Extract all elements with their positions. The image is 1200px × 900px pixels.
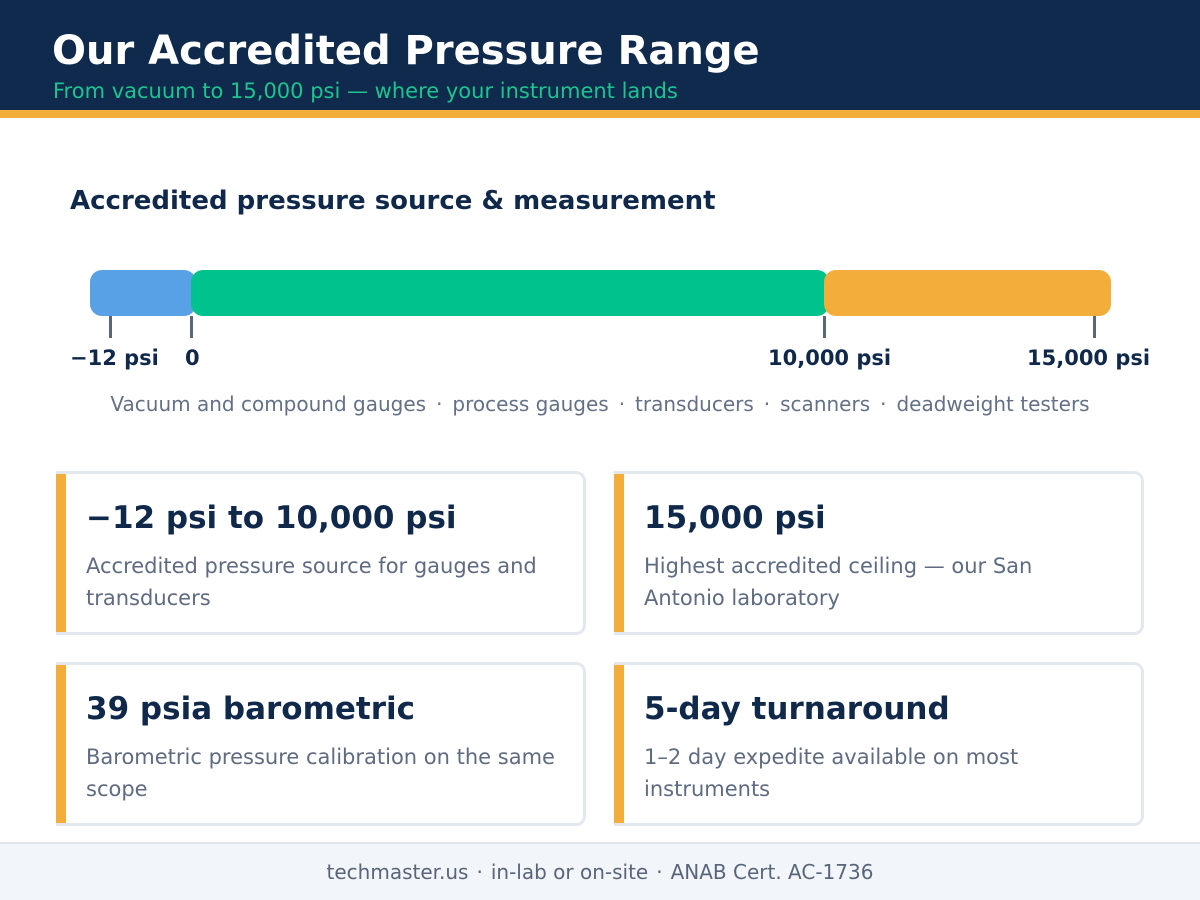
page-title: Our Accredited Pressure Range [52, 28, 760, 74]
card-accent-bar [614, 665, 624, 823]
separator-dot: · [476, 860, 483, 884]
page-subtitle: From vacuum to 15,000 psi — where your i… [53, 79, 678, 103]
feature-card-barometric: 39 psia barometric Barometric pressure c… [56, 662, 586, 826]
header-divider [0, 110, 1200, 118]
tick-mark-15000 [1093, 316, 1096, 338]
range-segment-vacuum [90, 270, 196, 316]
card-title: 15,000 psi [644, 500, 826, 536]
card-accent-bar [56, 474, 66, 632]
instrument-item: transducers [635, 392, 754, 416]
footer-certification: ANAB Cert. AC-1736 [670, 860, 874, 884]
card-title: 39 psia barometric [86, 691, 416, 727]
instrument-list: Vacuum and compound gauges · process gauge… [0, 392, 1200, 416]
feature-card-turnaround: 5-day turnaround 1–2 day expedite availa… [614, 662, 1144, 826]
tick-label-0: 0 [185, 346, 200, 370]
footer-website: techmaster.us [326, 860, 469, 884]
instrument-item: Vacuum and compound gauges [110, 392, 427, 416]
card-description: Highest accredited ceiling — our San Ant… [644, 554, 1033, 610]
separator-dot: · [656, 860, 663, 884]
tick-mark-10000 [823, 316, 826, 338]
card-title: 5-day turnaround [644, 691, 950, 727]
separator-dot: · [763, 392, 771, 416]
range-chart-title: Accredited pressure source & measurement [70, 186, 716, 216]
separator-dot: · [436, 392, 443, 416]
range-segment-high [824, 270, 1111, 316]
instrument-item: deadweight testers [896, 392, 1090, 416]
tick-mark-0 [190, 316, 193, 338]
footer-bar: techmaster.us · in-lab or on-site · ANAB Cer… [0, 842, 1200, 900]
card-description: 1–2 day expedite available on most instr… [644, 745, 1019, 801]
range-segment-main [191, 270, 829, 316]
tick-label-10000: 10,000 psi [768, 346, 892, 370]
tick-label-neg12: −12 psi [70, 346, 159, 370]
separator-dot: · [880, 392, 887, 416]
card-title: −12 psi to 10,000 psi [86, 500, 457, 536]
feature-card-ceiling: 15,000 psi Highest accredited ceiling — … [614, 471, 1144, 635]
card-description: Barometric pressure calibration on the s… [86, 745, 555, 801]
card-accent-bar [614, 474, 624, 632]
tick-mark-neg12 [109, 316, 112, 338]
card-description: Accredited pressure source for gauges an… [86, 554, 537, 610]
instrument-item: scanners [780, 392, 871, 416]
instrument-item: process gauges [452, 392, 609, 416]
footer-service: in-lab or on-site [490, 860, 649, 884]
tick-label-15000: 15,000 psi [1027, 346, 1151, 370]
header-banner: Our Accredited Pressure Range From vacuu… [0, 0, 1200, 110]
separator-dot: · [618, 392, 626, 416]
feature-card-range: −12 psi to 10,000 psi Accredited pressur… [56, 471, 586, 635]
card-accent-bar [56, 665, 66, 823]
